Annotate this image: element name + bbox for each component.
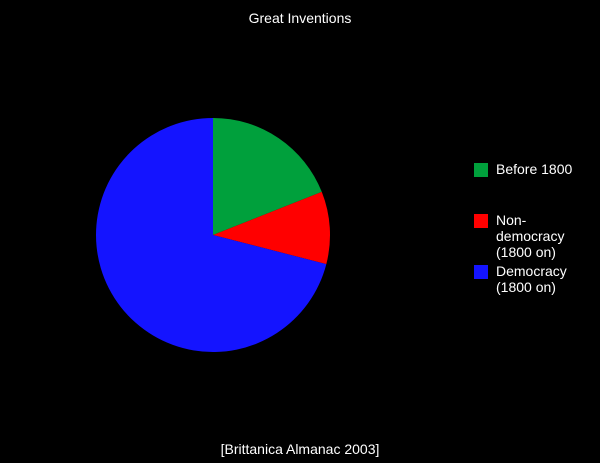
legend-swatch-democracy <box>474 265 488 279</box>
pie-slice-democracy-1800-on <box>96 118 327 352</box>
legend-line: (1800 on) <box>496 279 556 295</box>
source-note: [Brittanica Almanac 2003] <box>220 441 380 457</box>
legend-line: democracy <box>496 228 565 244</box>
legend-line: Non- <box>496 212 527 228</box>
pie-slice-before-1800 <box>213 118 322 235</box>
legend-item-democracy: Democracy (1800 on) <box>474 263 586 295</box>
legend-swatch-before-1800 <box>474 163 488 177</box>
legend-line: Democracy <box>496 263 567 279</box>
legend-item-non-democracy: Non- democracy (1800 on) <box>474 212 586 260</box>
legend-line: (1800 on) <box>496 244 556 260</box>
legend-label-before-1800: Before 1800 <box>496 161 586 177</box>
legend-label-non-democracy: Non- democracy (1800 on) <box>496 212 586 260</box>
chart-title: Great Inventions <box>248 10 352 26</box>
legend-item-before-1800: Before 1800 <box>474 161 586 177</box>
legend-line: Before 1800 <box>496 161 573 177</box>
pie-slice-non-democracy-1800-on <box>213 191 330 265</box>
legend-label-democracy: Democracy (1800 on) <box>496 263 586 295</box>
legend-swatch-non-democracy <box>474 214 488 228</box>
